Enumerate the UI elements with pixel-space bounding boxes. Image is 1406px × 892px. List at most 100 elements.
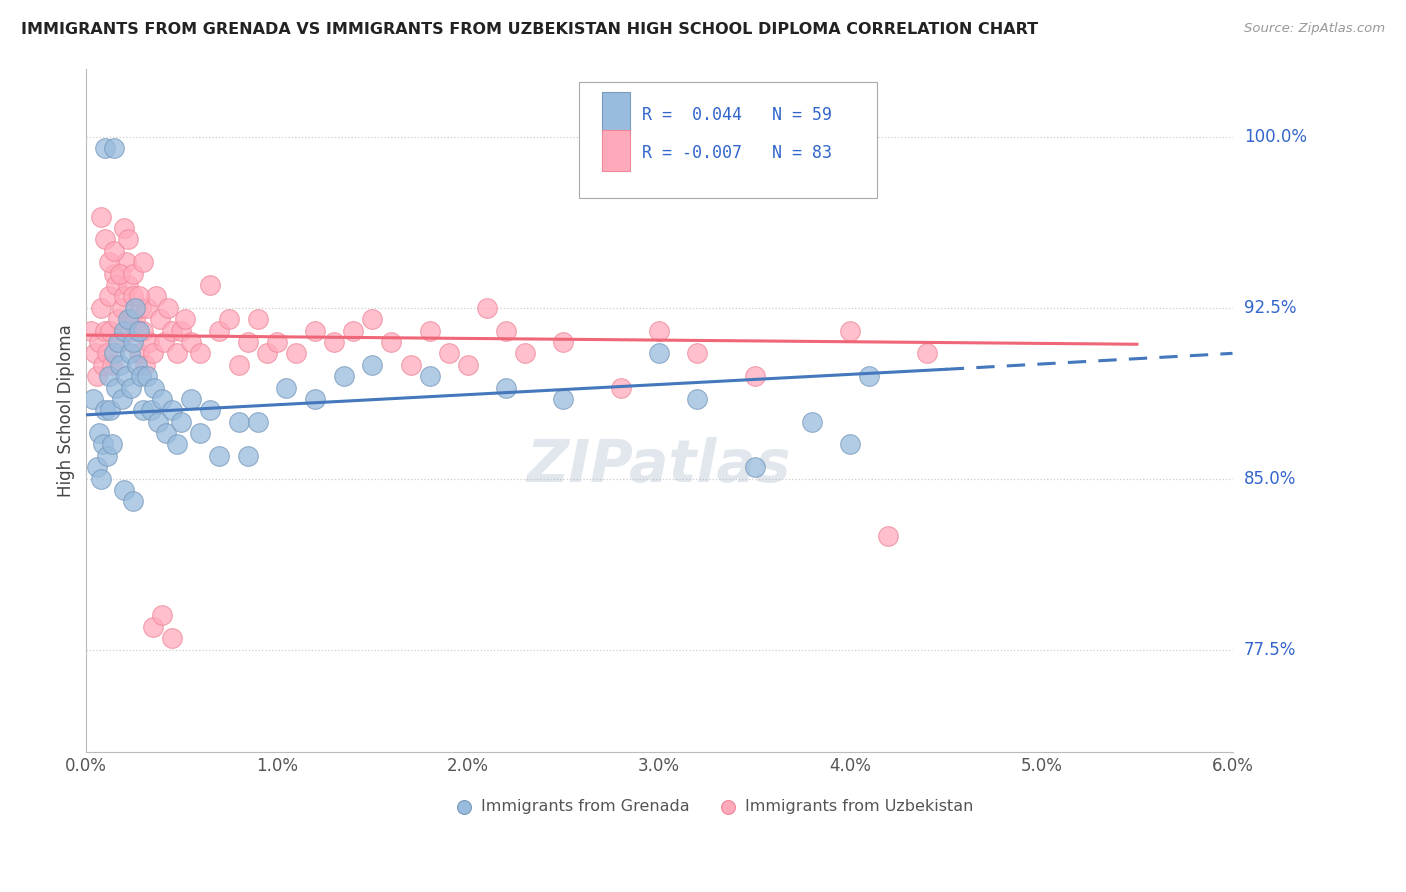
Point [686,392,709,406]
Point [117,277,139,292]
Text: 85.0%: 85.0% [1244,470,1296,488]
Point [648,346,671,360]
Point [839,324,862,338]
Point [105,277,128,292]
Y-axis label: High School Diploma: High School Diploma [58,324,75,497]
Point [93,324,115,338]
Point [91,437,114,451]
Point [228,358,250,372]
Point [495,380,517,394]
Point [108,334,131,349]
Point [107,334,129,349]
Point [100,403,122,417]
Point [437,346,460,360]
Text: 77.5%: 77.5% [1244,640,1296,658]
Point [553,392,575,406]
Point [93,232,115,246]
Point [103,346,125,360]
Point [91,358,114,372]
Point [515,346,537,360]
Text: Source: ZipAtlas.com: Source: ZipAtlas.com [1244,22,1385,36]
Point [198,403,221,417]
Point [610,380,633,394]
Point [122,494,145,508]
Point [141,346,163,360]
Point [228,415,250,429]
Point [122,334,145,349]
Point [135,369,157,384]
Point [93,141,115,155]
Point [915,346,938,360]
Point [495,324,517,338]
Point [744,369,766,384]
Point [134,358,156,372]
Point [132,324,155,338]
Point [150,392,173,406]
Point [801,415,824,429]
Point [304,392,326,406]
Point [128,324,150,338]
Point [101,358,124,372]
Point [112,483,135,497]
Point [103,244,125,258]
Point [93,403,115,417]
Point [246,415,269,429]
Point [208,449,231,463]
Point [124,312,146,326]
Point [117,232,139,246]
Point [103,141,125,155]
Point [84,346,107,360]
Text: Immigrants from Uzbekistan: Immigrants from Uzbekistan [745,799,973,814]
Point [105,380,128,394]
Point [553,334,575,349]
FancyBboxPatch shape [579,82,877,198]
Point [419,369,441,384]
Point [160,403,183,417]
Point [135,301,157,315]
Point [208,324,231,338]
Point [332,369,354,384]
Point [236,449,259,463]
Point [188,426,211,441]
Point [96,346,118,360]
Point [90,472,112,486]
Point [145,289,167,303]
Point [218,312,240,326]
Point [256,346,278,360]
Point [361,358,384,372]
Point [174,312,197,326]
Point [122,267,145,281]
Point [111,392,134,406]
Text: R =  0.044   N = 59: R = 0.044 N = 59 [643,106,832,124]
Text: IMMIGRANTS FROM GRENADA VS IMMIGRANTS FROM UZBEKISTAN HIGH SCHOOL DIPLOMA CORREL: IMMIGRANTS FROM GRENADA VS IMMIGRANTS FR… [21,22,1038,37]
Point [129,369,152,384]
Text: R = -0.007   N = 83: R = -0.007 N = 83 [643,144,832,161]
Point [90,210,112,224]
Point [457,358,479,372]
Point [276,380,298,394]
Point [108,267,131,281]
Point [419,324,441,338]
Point [246,312,269,326]
Point [112,324,135,338]
Point [266,334,288,349]
Point [155,426,177,441]
Point [153,334,176,349]
Point [101,437,124,451]
Point [475,301,498,315]
Point [128,289,150,303]
Point [112,289,135,303]
Point [170,324,193,338]
Text: 100.0%: 100.0% [1244,128,1306,146]
Point [127,324,149,338]
Point [97,289,120,303]
Point [114,369,136,384]
Point [188,346,211,360]
Point [118,324,141,338]
Point [100,324,122,338]
Point [90,301,112,315]
Point [124,301,146,315]
Point [284,346,307,360]
Point [180,334,202,349]
Point [86,460,108,475]
